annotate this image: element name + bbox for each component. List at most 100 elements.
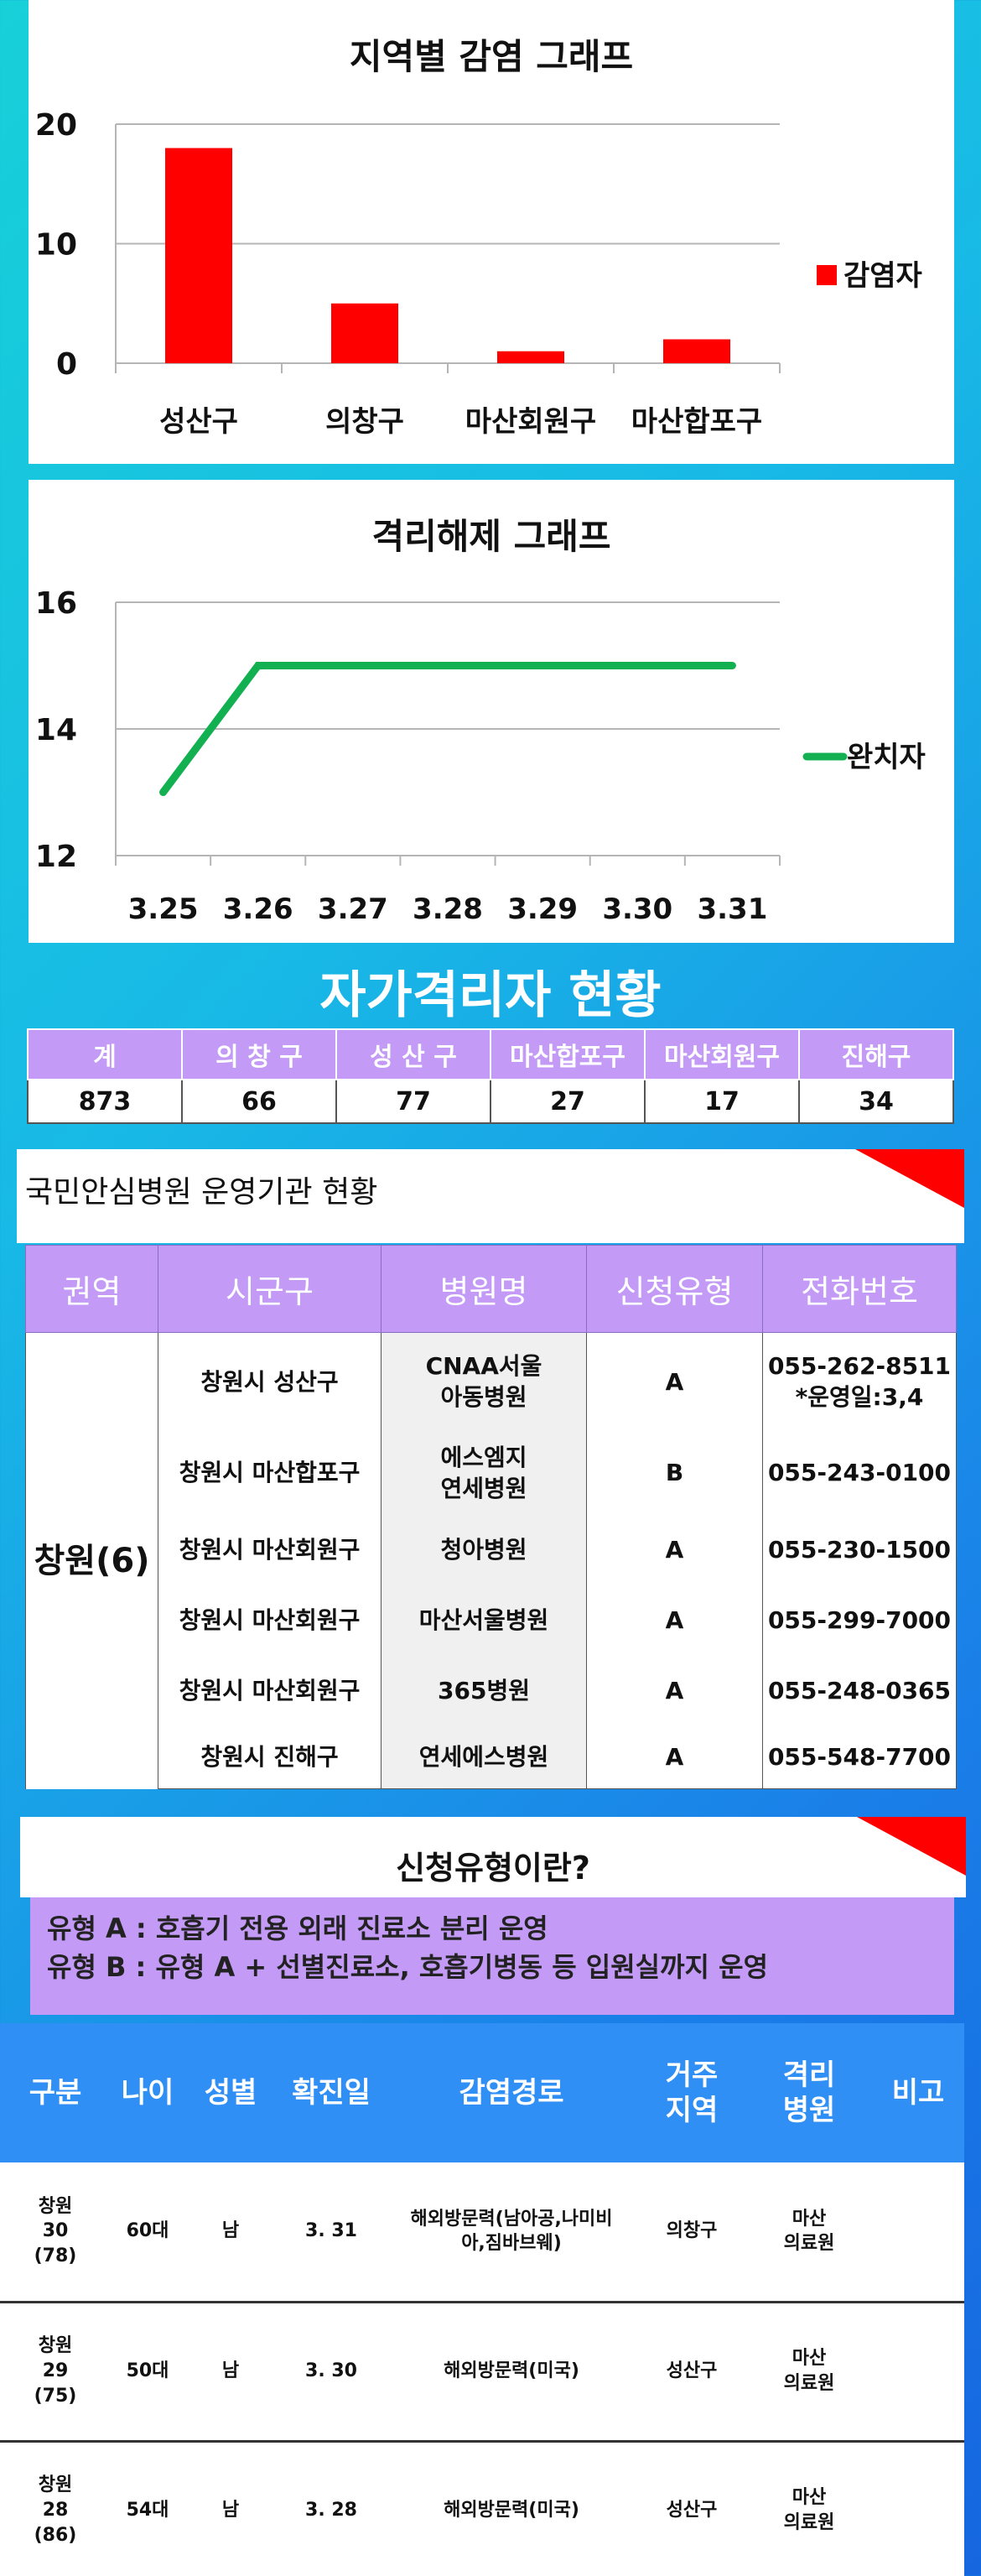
infection-chart-title: 지역별 감염 그래프 xyxy=(349,36,634,77)
hospital-row: 창원시 마산회원구 365병원 A 055-248-0365 xyxy=(26,1656,957,1727)
hospital-table: 권역 시군구 병원명 신청유형 전화번호 창원(6) 창원시 성산구 CNAA서울 아동병원 A… xyxy=(25,1245,957,1789)
case-route: 해외방문력(미국) xyxy=(386,2441,637,2576)
case-header: 구분 xyxy=(0,2023,111,2162)
case-sex: 남 xyxy=(184,2441,277,2576)
hospital-district: 창원시 성산구 xyxy=(158,1332,382,1432)
hospital-name: 에스엠지 연세병원 xyxy=(381,1431,587,1516)
self-isolation-value: 873 xyxy=(27,1079,183,1124)
hospital-district: 창원시 진해구 xyxy=(158,1726,382,1789)
case-area: 성산구 xyxy=(637,2302,746,2443)
self-isolation-header: 의 창 구 xyxy=(181,1028,337,1080)
case-age: 54대 xyxy=(111,2441,184,2576)
x-category-label: 3.29 xyxy=(507,892,578,926)
hospital-name: CNAA서울 아동병원 xyxy=(381,1332,587,1432)
hospital-name: 마산서울병원 xyxy=(381,1585,587,1657)
y-tick-label: 16 xyxy=(35,586,77,621)
hospital-section-title: 국민안심병원 운영기관 현황 xyxy=(25,1175,378,1210)
x-category-label: 3.27 xyxy=(318,892,388,926)
case-area: 의창구 xyxy=(637,2162,746,2303)
y-tick-label: 20 xyxy=(35,108,77,143)
y-tick-label: 10 xyxy=(35,228,77,263)
x-category-label: 3.30 xyxy=(602,892,672,926)
hospital-apply-type: A xyxy=(586,1515,763,1586)
hospital-phone: 055-299-7000 xyxy=(762,1585,957,1657)
hospital-header: 전화번호 xyxy=(762,1245,957,1333)
apply-type-a: 유형 A : 호흡기 전용 외래 진료소 분리 운영 xyxy=(47,1912,548,1944)
case-date: 3. 31 xyxy=(277,2162,386,2303)
hospital-district: 창원시 마산합포구 xyxy=(158,1431,382,1516)
release-line-chart: 12 14 16 3.25 3.26 3.27 3.28 3.29 3.30 3.31 완치자 xyxy=(35,586,926,926)
self-isolation-header: 마산합포구 xyxy=(490,1028,646,1080)
case-area: 성산구 xyxy=(637,2441,746,2576)
self-isolation-header: 진해구 xyxy=(798,1028,954,1080)
infection-chart-panel: 지역별 감염 그래프 0 10 20 성산구 의창구 마산회원구 마산합포구 감염자 xyxy=(29,0,954,464)
infection-bar-chart: 0 10 20 성산구 의창구 마산회원구 마산합포구 감염자 xyxy=(35,108,922,439)
case-header: 격리 병원 xyxy=(746,2023,872,2162)
hospital-name: 연세에스병원 xyxy=(381,1726,587,1789)
hospital-row: 창원시 마산합포구 에스엠지 연세병원 B 055-243-0100 xyxy=(26,1431,957,1516)
case-header: 비고 xyxy=(872,2023,964,2162)
case-note xyxy=(872,2302,964,2443)
hospital-apply-type: A xyxy=(586,1726,763,1789)
case-note xyxy=(872,2162,964,2303)
x-category-label: 마산합포구 xyxy=(631,405,762,439)
case-route: 해외방문력(미국) xyxy=(386,2302,637,2443)
hospital-header: 병원명 xyxy=(381,1245,587,1333)
case-id: 창원 29 (75) xyxy=(0,2302,111,2443)
hospital-header: 시군구 xyxy=(158,1245,382,1333)
case-header: 감염경로 xyxy=(386,2023,637,2162)
y-tick-label: 12 xyxy=(35,840,77,874)
hospital-phone: 055-262-8511 *운영일:3,4 xyxy=(762,1332,957,1432)
apply-type-definition: 유형 A : 호흡기 전용 외래 진료소 분리 운영 유형 B : 유형 A +… xyxy=(30,1897,954,2015)
case-hospital: 마산 의료원 xyxy=(746,2162,872,2303)
hospital-name: 365병원 xyxy=(381,1656,587,1727)
case-age: 60대 xyxy=(111,2162,184,2303)
red-corner-flag xyxy=(855,1149,964,1208)
hospital-row: 창원시 마산회원구 청아병원 A 055-230-1500 xyxy=(26,1515,957,1586)
bar xyxy=(165,148,232,363)
x-category-label: 의창구 xyxy=(325,405,404,439)
hospital-header: 권역 xyxy=(25,1245,158,1333)
case-row: 창원 30 (78) 60대 남 3. 31 해외방문력(남아공,나미비 아,짐바브웨) 의창구… xyxy=(0,2162,964,2303)
hospital-district: 창원시 마산회원구 xyxy=(158,1585,382,1657)
self-isolation-value: 27 xyxy=(490,1079,646,1124)
case-note xyxy=(872,2441,964,2576)
x-category-label: 마산회원구 xyxy=(465,405,596,439)
self-isolation-header: 계 xyxy=(27,1028,183,1080)
x-category-label: 성산구 xyxy=(159,405,238,439)
apply-type-title: 신청유형이란? xyxy=(396,1850,590,1886)
case-header: 나이 xyxy=(111,2023,184,2162)
red-corner-flag-2 xyxy=(857,1817,966,1876)
hospital-phone: 055-548-7700 xyxy=(762,1726,957,1789)
hospital-header: 신청유형 xyxy=(586,1245,763,1333)
bar xyxy=(331,303,398,363)
x-category-label: 3.25 xyxy=(128,892,199,926)
x-category-label: 3.31 xyxy=(697,892,767,926)
case-hospital: 마산 의료원 xyxy=(746,2302,872,2443)
case-sex: 남 xyxy=(184,2302,277,2443)
case-date: 3. 30 xyxy=(277,2302,386,2443)
release-chart-title: 격리해제 그래프 xyxy=(371,516,611,557)
hospital-row: 창원시 진해구 연세에스병원 A 055-548-7700 xyxy=(26,1726,957,1789)
bar xyxy=(663,339,730,363)
case-sex: 남 xyxy=(184,2162,277,2303)
x-category-label: 3.28 xyxy=(413,892,483,926)
hospital-apply-type: B xyxy=(586,1431,763,1516)
apply-type-header-box: 신청유형이란? xyxy=(20,1817,966,1897)
case-header: 확진일 xyxy=(277,2023,386,2162)
hospital-apply-type: A xyxy=(586,1656,763,1727)
apply-type-b: 유형 B : 유형 A + 선별진료소, 호흡기병동 등 입원실까지 운영 xyxy=(47,1951,769,1983)
case-id: 창원 28 (86) xyxy=(0,2441,111,2576)
x-category-label: 3.26 xyxy=(223,892,293,926)
hospital-name: 청아병원 xyxy=(381,1515,587,1586)
case-header: 거주 지역 xyxy=(637,2023,746,2162)
self-isolation-value: 66 xyxy=(181,1079,337,1124)
hospital-district: 창원시 마산회원구 xyxy=(158,1656,382,1727)
self-isolation-value: 34 xyxy=(798,1079,954,1124)
case-age: 50대 xyxy=(111,2302,184,2443)
y-tick-label: 0 xyxy=(56,347,77,382)
hospital-row: 창원시 마산회원구 마산서울병원 A 055-299-7000 xyxy=(26,1585,957,1657)
legend-label: 감염자 xyxy=(843,259,922,293)
self-isolation-header: 성 산 구 xyxy=(335,1028,491,1080)
